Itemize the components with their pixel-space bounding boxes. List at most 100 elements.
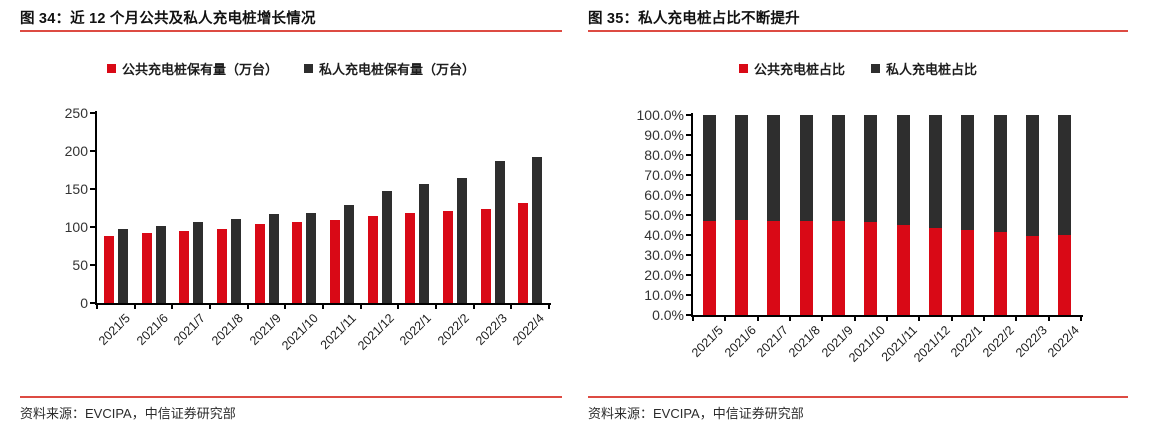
figure-title: 图 34：近 12 个月公共及私人充电桩增长情况: [20, 11, 316, 27]
x-tick: [284, 305, 287, 309]
y-tick: [90, 112, 95, 114]
y-tick: [686, 114, 691, 116]
x-tick: [397, 305, 400, 309]
legend-label-private: 私人充电桩保有量（万台）: [319, 62, 476, 77]
bar-private-10: [1026, 115, 1039, 236]
x-tick: [821, 317, 824, 321]
x-axis-line: [691, 315, 1083, 317]
y-tick-label: 80.0%: [644, 147, 684, 163]
x-tick: [756, 317, 759, 321]
y-tick-label: 70.0%: [644, 167, 684, 183]
y-tick: [686, 214, 691, 216]
stacked-bar-chart: 0.0% 10.0% 20.0% 30.0% 40.0% 50.0% 60.0% 70.0% 8…: [588, 0, 1128, 431]
legend-label-public: 公共充电桩保有量（万台）: [121, 62, 278, 77]
bar-private-10: [494, 160, 505, 303]
bar-public-6: [329, 220, 340, 303]
figure-35-panel: 图 35：私人充电桩占比不断提升 公共充电桩占比 私人充电桩占比 0.0% 10.0…: [588, 0, 1128, 431]
bar-public-0: [103, 236, 114, 303]
y-tick: [686, 194, 691, 196]
bar-public-4: [832, 221, 845, 315]
y-axis-line: [95, 111, 97, 305]
bar-private-3: [799, 115, 813, 222]
x-tick: [359, 305, 362, 309]
bar-private-5: [306, 212, 317, 303]
y-tick-label: 0: [80, 295, 88, 311]
y-tick: [90, 150, 95, 152]
bar-private-4: [268, 214, 279, 303]
x-tick: [435, 305, 437, 309]
y-tick-label: 30.0%: [644, 247, 684, 263]
y-tick-label: 40.0%: [644, 227, 684, 243]
y-tick-label: 200: [64, 143, 88, 159]
title-underline: [20, 30, 562, 32]
source-note: 资料来源：EVCIPA，中信证券研究部: [588, 406, 804, 421]
bar-public-9: [993, 232, 1007, 315]
bar-private-11: [532, 157, 543, 303]
bar-public-0: [702, 220, 716, 315]
x-tick: [209, 305, 211, 309]
legend-swatch-public: [106, 64, 116, 73]
y-tick-label: 100: [64, 219, 88, 235]
bar-private-0: [702, 115, 716, 221]
bar-public-7: [367, 215, 378, 303]
y-tick-label: 90.0%: [644, 127, 684, 143]
bar-private-8: [419, 184, 430, 303]
bar-private-1: [155, 226, 166, 303]
x-tick: [548, 305, 550, 309]
bar-public-9: [442, 211, 453, 303]
x-tick: [133, 305, 136, 309]
legend-label-public: 公共充电桩占比: [753, 62, 845, 77]
y-tick: [90, 264, 95, 266]
x-tick: [171, 305, 174, 309]
bar-private-2: [767, 115, 781, 221]
bar-public-2: [767, 220, 781, 315]
bar-private-5: [864, 115, 878, 222]
bar-private-9: [456, 177, 467, 303]
bar-public-3: [799, 221, 813, 315]
y-axis-line: [691, 113, 693, 317]
footer-rule: [20, 396, 562, 398]
bar-public-2: [179, 230, 190, 303]
bar-public-1: [141, 233, 152, 303]
legend-swatch-private: [304, 64, 313, 73]
x-tick: [789, 317, 791, 321]
legend-swatch-public: [738, 64, 748, 73]
x-tick: [472, 305, 475, 309]
x-tick: [322, 305, 324, 309]
y-tick: [686, 274, 691, 276]
y-tick-label: 50: [72, 257, 88, 273]
bar-public-5: [292, 222, 303, 303]
legend-item-public: 公共充电桩保有量（万台）: [106, 59, 278, 78]
bar-private-6: [343, 204, 354, 303]
x-tick: [1080, 317, 1082, 321]
y-tick: [686, 154, 691, 156]
source-note: 资料来源：EVCIPA，中信证券研究部: [20, 406, 236, 421]
x-tick: [950, 317, 953, 321]
y-tick: [90, 302, 95, 304]
bar-private-1: [735, 115, 748, 220]
y-tick-label: 150: [64, 181, 88, 197]
x-tick: [853, 317, 856, 321]
y-tick-label: 50.0%: [644, 207, 684, 223]
x-tick: [886, 317, 888, 321]
y-tick-label: 100.0%: [636, 107, 684, 123]
x-tick: [692, 317, 694, 321]
bar-public-7: [929, 228, 942, 315]
legend-item-private: 私人充电桩保有量（万台）: [304, 59, 475, 78]
x-tick: [96, 305, 98, 309]
figure-34-panel: 图 34：近 12 个月公共及私人充电桩增长情况 公共充电桩保有量（万台） 私人充…: [20, 0, 562, 431]
y-tick: [686, 234, 691, 236]
y-tick: [90, 188, 95, 190]
bar-public-1: [735, 220, 748, 315]
y-tick-label: 10.0%: [644, 287, 684, 303]
y-tick: [686, 314, 691, 316]
y-tick: [686, 254, 691, 256]
bar-private-9: [993, 115, 1007, 232]
bar-public-5: [864, 222, 878, 315]
bar-private-7: [381, 191, 392, 303]
figure-title: 图 35：私人充电桩占比不断提升: [588, 11, 800, 27]
y-tick: [686, 294, 691, 296]
bar-public-10: [480, 208, 491, 303]
y-tick: [686, 174, 691, 176]
footer-rule: [588, 396, 1128, 398]
